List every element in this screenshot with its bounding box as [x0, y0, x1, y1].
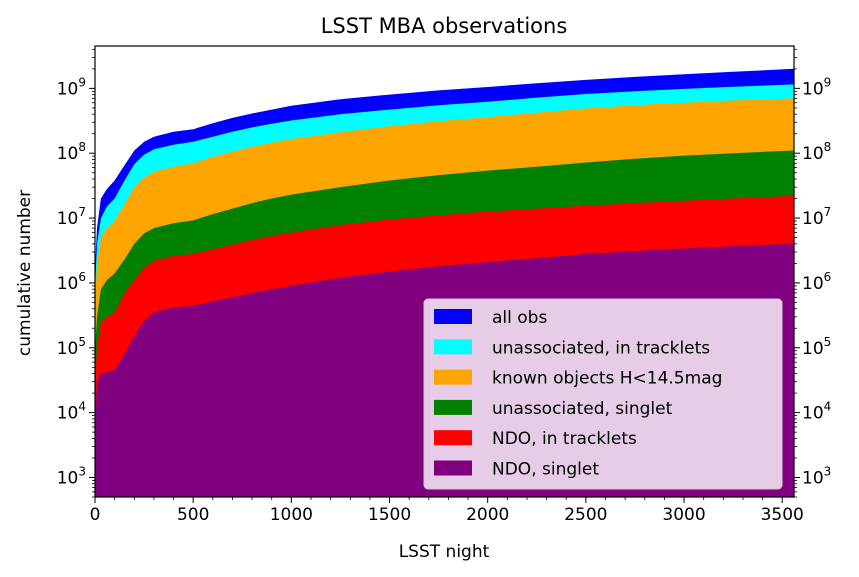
y-tick-label-right-3: 106 [802, 270, 831, 294]
y-tick-label-right-1: 104 [802, 400, 831, 424]
legend-label-0: all obs [492, 308, 547, 328]
legend-swatch-0 [434, 309, 472, 324]
legend-swatch-2 [434, 369, 472, 385]
y-tick-label-left-4: 107 [57, 205, 86, 229]
y-tick-label-right-6: 109 [802, 75, 831, 99]
chart-title: LSST MBA observations [321, 14, 568, 38]
x-tick-label-5: 2500 [564, 505, 607, 525]
y-tick-label-right-4: 107 [802, 205, 831, 229]
x-tick-label-7: 3500 [761, 505, 804, 525]
x-tick-label-1: 500 [177, 505, 209, 525]
y-tick-label-left-1: 104 [57, 400, 86, 424]
x-tick-label-3: 1500 [368, 505, 411, 525]
y-axis-label: cumulative number [15, 190, 35, 356]
x-tick-label-6: 3000 [662, 505, 705, 525]
y-tick-label-right-0: 103 [802, 464, 831, 488]
legend-swatch-3 [434, 399, 472, 415]
legend-label-3: unassociated, singlet [492, 399, 673, 419]
plot-frame [94, 45, 795, 498]
axes: 0 500 1000 1500 2000 2500 3000 3500 103 103 104 104… [57, 45, 831, 525]
y-tick-label-left-2: 105 [57, 335, 86, 359]
legend-label-2: known objects H<14.5mag [492, 369, 722, 389]
legend-box [423, 298, 783, 490]
y-tick-label-left-5: 108 [57, 140, 86, 164]
y-tick-label-left-6: 109 [57, 75, 86, 99]
y-tick-label-left-0: 103 [57, 464, 86, 488]
legend-label-1: unassociated, in tracklets [492, 338, 710, 358]
x-tick-label-4: 2000 [466, 505, 509, 525]
legend-swatch-5 [434, 460, 472, 476]
x-tick-label-0: 0 [90, 505, 101, 525]
legend: all obs unassociated, in tracklets known o… [423, 298, 783, 490]
x-axis-label: LSST night [399, 542, 490, 562]
legend-label-5: NDO, singlet [492, 460, 599, 480]
y-tick-label-left-3: 106 [57, 270, 86, 294]
legend-swatch-4 [434, 430, 472, 446]
x-tick-label-2: 1000 [270, 505, 313, 525]
legend-label-4: NDO, in tracklets [492, 429, 637, 449]
legend-swatch-1 [434, 339, 472, 355]
y-tick-label-right-5: 108 [802, 140, 831, 164]
y-tick-label-right-2: 105 [802, 335, 831, 359]
